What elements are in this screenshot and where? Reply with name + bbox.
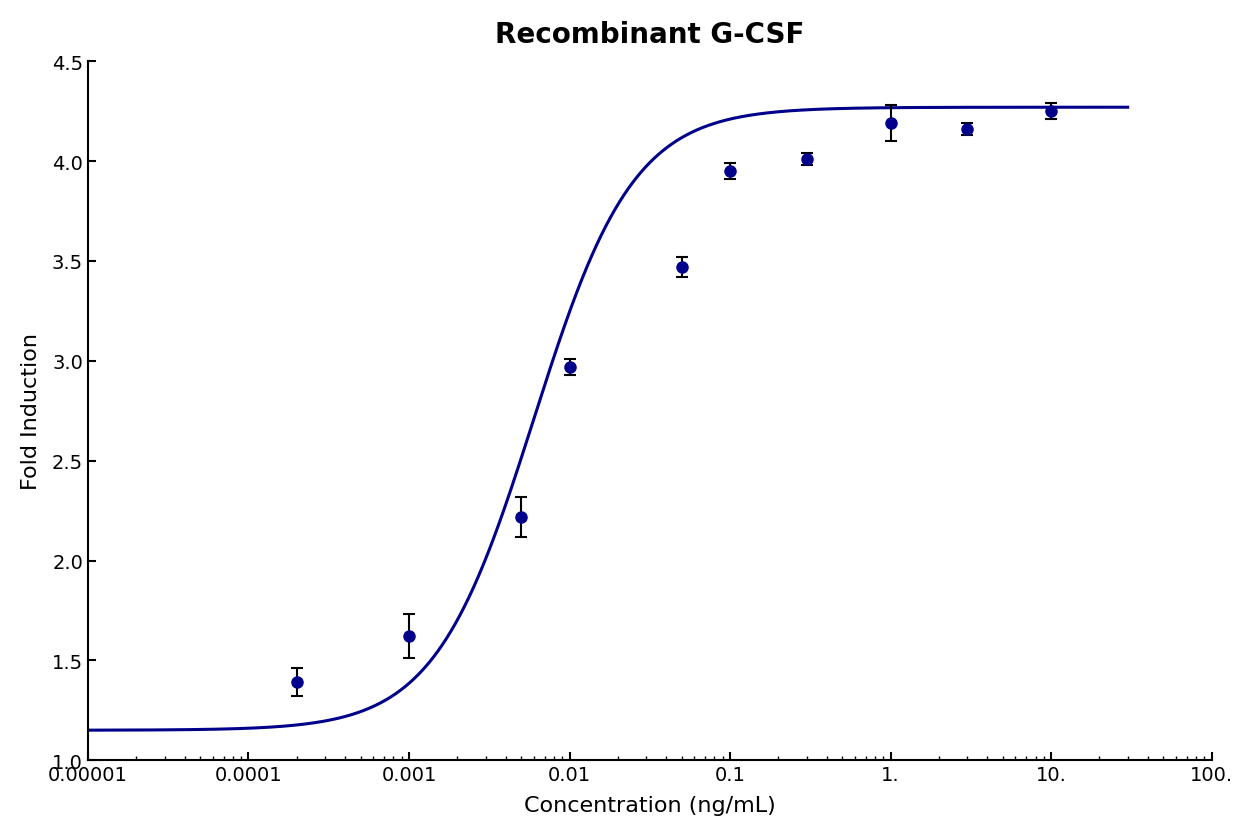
X-axis label: Concentration (ng/mL): Concentration (ng/mL) xyxy=(524,795,776,815)
Y-axis label: Fold Induction: Fold Induction xyxy=(21,333,41,490)
Title: Recombinant G-CSF: Recombinant G-CSF xyxy=(495,21,805,48)
